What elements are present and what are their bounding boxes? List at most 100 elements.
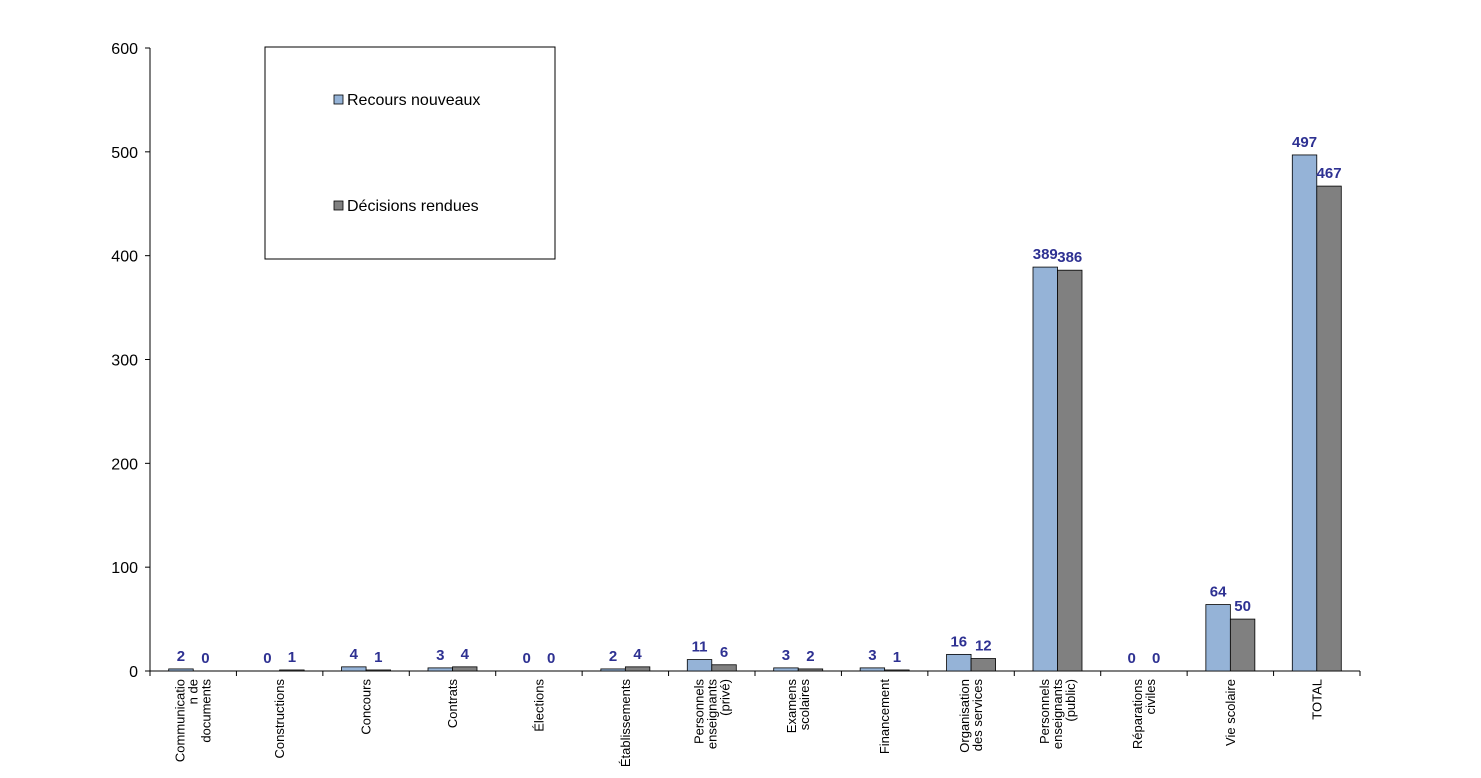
data-label-recours-nouveaux: 4	[350, 646, 359, 663]
data-label-recours-nouveaux: 0	[1128, 650, 1136, 667]
data-label-decisions-rendues: 1	[893, 649, 901, 666]
data-label-decisions-rendues: 1	[288, 649, 296, 666]
bar-decisions-rendues	[452, 666, 478, 672]
legend-label-recours-nouveaux: Recours nouveaux	[347, 92, 480, 109]
x-category-label-line: Contrats	[445, 679, 460, 729]
x-category-label-line: TOTAL	[1309, 679, 1324, 720]
data-label-recours-nouveaux: 3	[782, 647, 790, 664]
bar-decisions-rendues	[624, 666, 651, 672]
legend-swatch-recours-nouveaux	[333, 94, 344, 105]
data-label-decisions-rendues: 386	[1057, 249, 1082, 266]
bar-recours-nouveaux	[600, 668, 626, 672]
x-category-label-line: Personnels	[691, 679, 706, 745]
y-tick-label: 600	[111, 41, 138, 58]
data-label-decisions-rendues: 6	[720, 644, 728, 661]
data-label-decisions-rendues: 12	[975, 638, 992, 655]
bar-decisions-rendues	[884, 669, 910, 672]
x-category-label-line: civiles	[1143, 679, 1158, 715]
bar-recours-nouveaux	[946, 653, 972, 672]
data-label-recours-nouveaux: 0	[523, 650, 531, 667]
data-label-decisions-rendues: 1	[374, 649, 382, 666]
x-category-label-line: enseignants	[704, 679, 719, 750]
x-category-label: Concours	[359, 679, 374, 735]
bar-recours-nouveaux	[773, 667, 799, 672]
data-label-recours-nouveaux: 2	[609, 648, 617, 665]
data-label-recours-nouveaux: 2	[177, 648, 185, 665]
bar-recours-nouveaux	[341, 666, 367, 672]
bar-recours-nouveaux	[1205, 604, 1231, 672]
x-category-label-line: Constructions	[272, 679, 287, 759]
y-tick-label: 300	[111, 353, 138, 370]
bar-decisions-rendues	[1316, 185, 1342, 672]
x-category-label-line: Financement	[877, 679, 892, 755]
x-category-label-line: des services	[970, 679, 985, 752]
y-tick-label: 400	[111, 249, 138, 266]
data-label-decisions-rendues: 0	[547, 650, 555, 667]
bar-decisions-rendues	[365, 669, 391, 672]
bar-recours-nouveaux	[1032, 266, 1058, 672]
data-label-decisions-rendues: 4	[461, 646, 470, 663]
x-category-label: Contrats	[445, 679, 460, 729]
legend-swatch-decisions-rendues	[333, 200, 344, 211]
bar-recours-nouveaux	[168, 668, 194, 672]
y-tick-label: 200	[111, 456, 138, 473]
x-category-label-line: Communicatio	[173, 679, 188, 762]
bar-decisions-rendues	[1229, 618, 1256, 672]
x-category-label-line: Élections	[531, 679, 546, 732]
legend-box	[264, 46, 556, 260]
y-tick-label: 0	[129, 664, 138, 681]
x-category-label-line: Réparations	[1130, 679, 1145, 750]
x-category-label-line: documents	[199, 679, 214, 743]
data-label-recours-nouveaux: 11	[692, 639, 708, 656]
x-category-label: Financement	[877, 679, 892, 755]
bar-recours-nouveaux	[686, 659, 713, 672]
x-category-label-line: Examens	[784, 679, 799, 734]
bar-decisions-rendues	[797, 668, 824, 672]
x-category-label-line: Établissements	[618, 679, 633, 768]
bar-decisions-rendues	[711, 664, 737, 672]
bar-decisions-rendues	[1057, 269, 1083, 672]
data-label-recours-nouveaux: 497	[1292, 134, 1317, 151]
data-label-decisions-rendues: 0	[201, 650, 209, 667]
x-category-label: Vie scolaire	[1223, 679, 1238, 746]
data-label-decisions-rendues: 0	[1152, 650, 1160, 667]
data-label-recours-nouveaux: 3	[868, 647, 876, 664]
bar-recours-nouveaux	[427, 667, 453, 672]
data-label-decisions-rendues: 50	[1234, 598, 1251, 615]
x-category-label-line: (privé)	[717, 679, 732, 716]
x-category-label-line: scolaires	[797, 679, 812, 731]
x-category-label-line: Organisation	[957, 679, 972, 753]
bar-recours-nouveaux	[859, 667, 886, 672]
x-category-label: Élections	[531, 679, 546, 732]
data-label-decisions-rendues: 467	[1317, 165, 1342, 182]
x-category-label: Constructions	[272, 679, 287, 759]
x-category-label: Établissements	[618, 679, 633, 768]
data-label-decisions-rendues: 4	[633, 646, 642, 663]
x-category-label-line: Concours	[359, 679, 374, 735]
data-label-recours-nouveaux: 3	[436, 647, 444, 664]
data-label-recours-nouveaux: 389	[1033, 246, 1058, 263]
y-tick-label: 100	[111, 560, 138, 577]
data-label-decisions-rendues: 2	[806, 648, 814, 665]
bar-decisions-rendues	[279, 669, 305, 672]
data-label-recours-nouveaux: 0	[263, 650, 271, 667]
legend-label-decisions-rendues: Décisions rendues	[347, 198, 479, 215]
x-category-label-line: Personnels	[1037, 679, 1052, 745]
data-label-recours-nouveaux: 64	[1210, 584, 1227, 601]
y-tick-label: 500	[111, 145, 138, 162]
x-category-label-line: enseignants	[1050, 679, 1065, 750]
bar-decisions-rendues	[970, 658, 996, 672]
x-category-label-line: (public)	[1063, 679, 1078, 722]
x-category-label-line: n de	[186, 679, 201, 704]
x-category-label: TOTAL	[1309, 679, 1324, 720]
chart-bars	[168, 154, 1342, 672]
data-label-recours-nouveaux: 16	[950, 633, 967, 650]
